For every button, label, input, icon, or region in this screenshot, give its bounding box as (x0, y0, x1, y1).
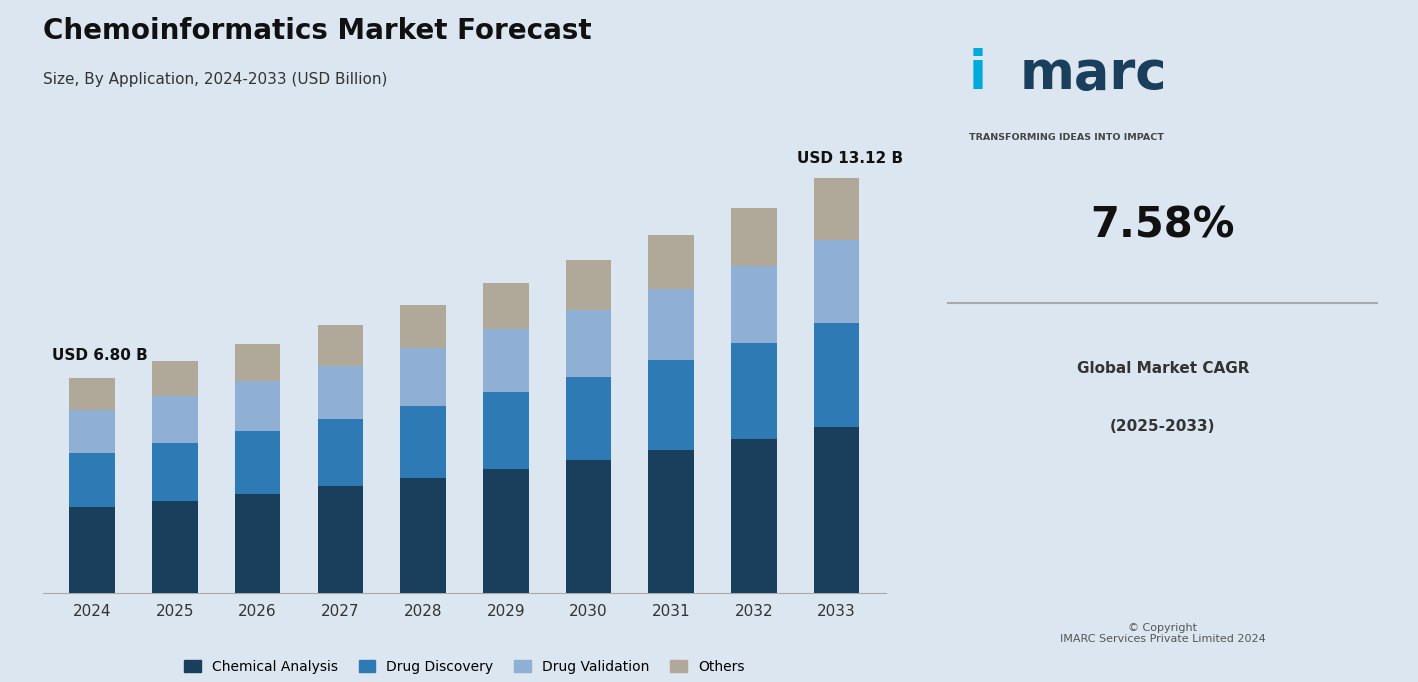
Text: marc: marc (1020, 48, 1167, 100)
Bar (152, 501, 197, 593)
Bar (152, 396, 197, 443)
Bar (69, 454, 115, 507)
Bar (732, 343, 777, 439)
Bar (69, 507, 115, 593)
Bar (814, 178, 859, 240)
Text: Size, By Application, 2024-2033 (USD Billion): Size, By Application, 2024-2033 (USD Bil… (43, 72, 387, 87)
Bar (814, 240, 859, 323)
Bar (566, 260, 611, 310)
Bar (400, 348, 445, 406)
Bar (400, 305, 445, 348)
Text: i: i (968, 48, 987, 100)
Bar (400, 406, 445, 478)
Bar (566, 376, 611, 460)
Text: USD 6.80 B: USD 6.80 B (52, 349, 149, 364)
Text: USD 13.12 B: USD 13.12 B (797, 151, 903, 166)
Text: (2025-2033): (2025-2033) (1110, 419, 1215, 434)
Bar (484, 283, 529, 329)
Bar (152, 443, 197, 501)
Bar (318, 419, 363, 486)
Bar (732, 266, 777, 343)
Bar (69, 378, 115, 411)
Bar (484, 329, 529, 391)
Text: TRANSFORMING IDEAS INTO IMPACT: TRANSFORMING IDEAS INTO IMPACT (968, 133, 1164, 142)
Bar (566, 310, 611, 376)
Bar (235, 431, 281, 494)
Bar (318, 486, 363, 593)
Bar (814, 427, 859, 593)
Bar (732, 439, 777, 593)
Bar (318, 325, 363, 366)
Bar (732, 208, 777, 266)
Legend: Chemical Analysis, Drug Discovery, Drug Validation, Others: Chemical Analysis, Drug Discovery, Drug … (179, 654, 750, 679)
Text: © Copyright
IMARC Services Private Limited 2024: © Copyright IMARC Services Private Limit… (1059, 623, 1266, 644)
Bar (648, 450, 693, 593)
Bar (400, 478, 445, 593)
Bar (648, 235, 693, 288)
Bar (648, 288, 693, 360)
Text: Chemoinformatics Market Forecast: Chemoinformatics Market Forecast (43, 17, 591, 45)
Bar (814, 323, 859, 427)
Bar (235, 494, 281, 593)
Bar (152, 361, 197, 396)
Bar (484, 469, 529, 593)
Text: 7.58%: 7.58% (1090, 204, 1235, 246)
Text: Global Market CAGR: Global Market CAGR (1076, 361, 1249, 376)
Bar (484, 391, 529, 469)
Bar (318, 366, 363, 419)
Bar (648, 360, 693, 450)
Bar (566, 460, 611, 593)
Bar (235, 381, 281, 431)
Bar (69, 411, 115, 454)
Bar (235, 344, 281, 381)
